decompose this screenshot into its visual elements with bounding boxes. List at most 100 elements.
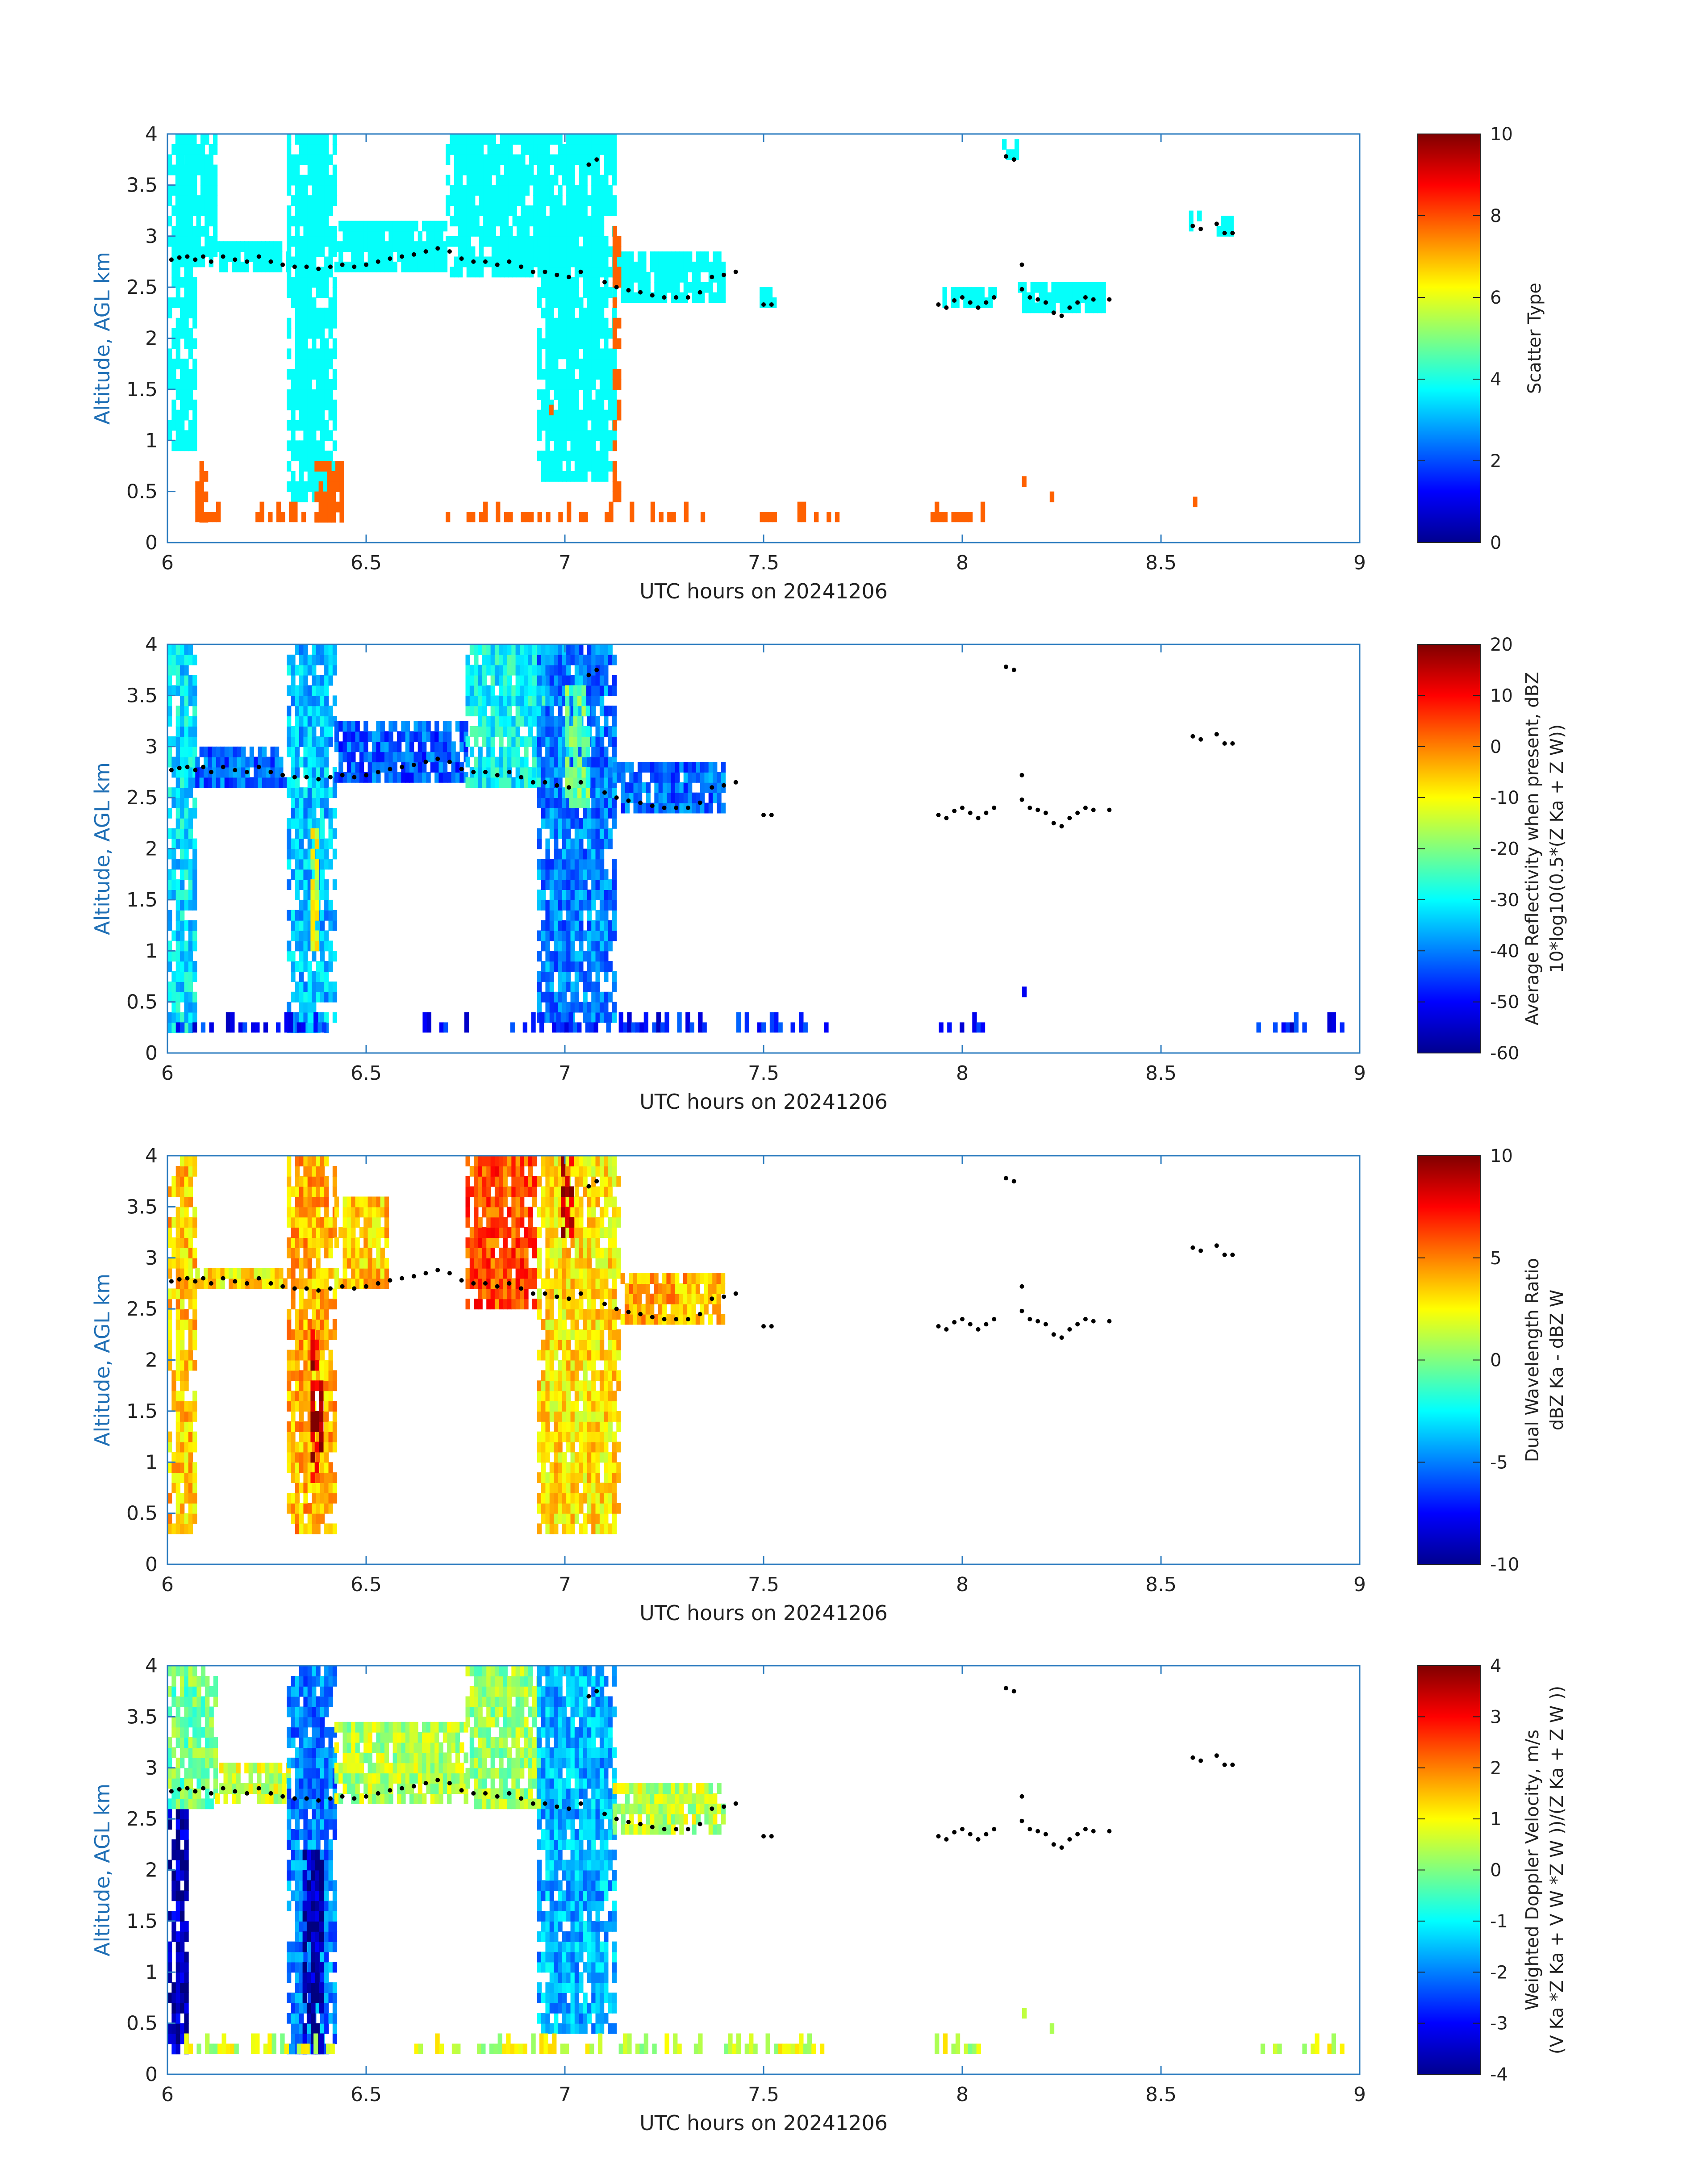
heatmap-cell <box>454 154 459 165</box>
heatmap-cell <box>516 154 522 165</box>
heatmap-cell <box>554 328 559 339</box>
heatmap-cell <box>532 695 537 706</box>
cloud-top-marker <box>984 811 989 815</box>
heatmap-cell <box>324 1442 329 1453</box>
heatmap-cell <box>328 307 333 318</box>
heatmap-cell <box>188 644 193 655</box>
heatmap-cell <box>562 726 567 737</box>
heatmap-cell <box>180 685 185 696</box>
heatmap-cell <box>508 185 513 196</box>
heatmap-cell <box>537 971 542 982</box>
heatmap-cell <box>249 1278 255 1289</box>
heatmap-cell <box>579 256 584 267</box>
heatmap-cell <box>583 951 588 962</box>
heatmap-cell <box>328 1462 333 1473</box>
heatmap-cell <box>334 1268 339 1279</box>
heatmap-cell <box>188 1258 193 1269</box>
cloud-top-marker <box>364 262 368 267</box>
heatmap-cell <box>438 241 443 252</box>
heatmap-cell <box>583 185 588 196</box>
cloud-top-marker <box>507 769 512 774</box>
heatmap-cell <box>677 1012 682 1033</box>
cloud-top-marker <box>169 257 174 262</box>
heatmap-cell <box>320 328 325 339</box>
heatmap-cell <box>562 409 567 421</box>
heatmap-cell <box>508 246 513 257</box>
heatmap-cell <box>316 654 321 665</box>
heatmap-cell <box>483 164 488 175</box>
heatmap-cell <box>324 1329 329 1340</box>
heatmap-cell <box>192 890 197 900</box>
heatmap-cell <box>574 828 580 839</box>
heatmap-cell <box>184 1268 189 1279</box>
heatmap-cell <box>266 1268 271 1279</box>
heatmap-cell <box>486 654 491 665</box>
heatmap-cell <box>307 195 312 206</box>
heatmap-cell <box>537 420 542 431</box>
heatmap-cell <box>209 175 213 186</box>
heatmap-cell <box>171 1247 176 1258</box>
heatmap-cell <box>1064 302 1069 313</box>
heatmap-cell <box>443 261 448 272</box>
heatmap-cell <box>320 1319 325 1330</box>
heatmap-cell <box>316 185 321 196</box>
heatmap-cell <box>338 261 343 272</box>
heatmap-cell <box>192 338 197 349</box>
heatmap-cell <box>299 256 304 267</box>
heatmap-cell <box>167 746 172 757</box>
heatmap-cell <box>175 205 180 216</box>
heatmap-cell <box>475 164 480 175</box>
heatmap-cell <box>558 154 563 165</box>
heatmap-cell <box>479 226 484 237</box>
cloud-top-marker <box>304 264 309 269</box>
heatmap-cell <box>1220 216 1226 226</box>
heatmap-cell <box>291 389 296 400</box>
heatmap-cell <box>209 1022 214 1033</box>
heatmap-cell <box>447 721 452 732</box>
heatmap-cell <box>295 1237 300 1248</box>
cloud-top-marker <box>602 280 607 284</box>
heatmap-cell <box>566 175 571 186</box>
heatmap-cell <box>604 175 609 186</box>
heatmap-cell <box>708 261 713 272</box>
heatmap-cell <box>541 451 546 461</box>
heatmap-cell <box>180 1513 185 1524</box>
heatmap-cell <box>316 1503 321 1514</box>
heatmap-cell <box>291 920 296 931</box>
heatmap-cell <box>287 318 292 329</box>
heatmap-cell <box>713 792 718 803</box>
heatmap-cell <box>629 772 634 783</box>
heatmap-cell <box>192 175 197 186</box>
cloud-top-marker <box>483 259 488 264</box>
heatmap-cell <box>683 272 688 283</box>
heatmap-cell <box>508 195 513 206</box>
heatmap-cell <box>537 726 542 737</box>
heatmap-cell <box>574 808 580 819</box>
heatmap-cell <box>303 1391 308 1401</box>
heatmap-cell <box>455 762 460 773</box>
heatmap-cell <box>599 236 605 247</box>
cloud-top-marker <box>936 813 941 817</box>
heatmap-cell <box>324 1411 329 1422</box>
heatmap-cell <box>438 772 443 783</box>
heatmap-cell <box>307 736 312 747</box>
heatmap-cell <box>184 440 189 451</box>
heatmap-cell <box>558 940 563 952</box>
heatmap-cell <box>608 409 613 421</box>
cloud-top-marker <box>733 269 738 274</box>
heatmap-cell <box>955 512 960 522</box>
heatmap-cell <box>188 787 193 798</box>
heatmap-cell <box>180 675 185 686</box>
heatmap-cell <box>175 236 180 247</box>
heatmap-cell <box>359 762 364 773</box>
cloud-top-marker <box>1214 221 1219 226</box>
heatmap-cell <box>299 1401 304 1412</box>
heatmap-cell <box>241 746 246 757</box>
heatmap-cell <box>512 154 517 165</box>
heatmap-cell <box>299 1227 304 1238</box>
heatmap-cell <box>171 879 176 890</box>
heatmap-cell <box>541 369 546 380</box>
heatmap-cell <box>171 236 176 247</box>
heatmap-cell <box>521 185 526 196</box>
heatmap-cell <box>591 1002 596 1013</box>
